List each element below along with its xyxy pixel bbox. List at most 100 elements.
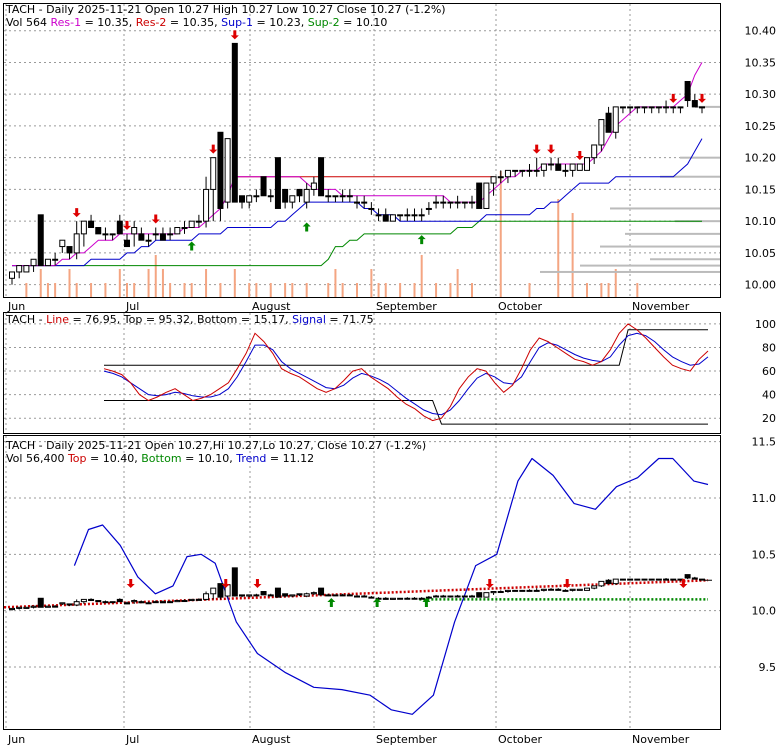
candle-body [497,176,504,179]
sell-arrow [547,144,556,154]
volume-bar [435,283,438,297]
volume-bar [75,283,78,297]
oscillator-panel: 100 80 60 40 20 TACH - Line = 76.95, Top = 9… [3,312,776,434]
candle-body [454,201,461,204]
trend-candle-body [655,578,662,581]
trend-header-line2-part-5: Trend [235,452,266,465]
candle-body [404,214,411,217]
top-dotted-line [3,578,709,609]
price-header-line2-part-3: Res-2 [136,16,167,29]
volume-bar [233,269,236,297]
candle-body [504,169,511,178]
price-header-line2: Vol 564 Res-1 = 10.35, Res-2 = 10.35, Su… [6,16,387,29]
sell-arrow [669,93,678,103]
candle-body [217,131,224,209]
candle-body [145,239,152,242]
candle-body [102,233,109,236]
oscillator-header-part-8: = 71.75 [326,313,374,326]
trend-candle-body [188,598,195,602]
trend-candle-body [469,595,475,598]
trend-candle-body [231,567,238,597]
trend-gridlines [4,436,720,729]
trend-candle-body [124,602,130,605]
candle-body [181,227,188,230]
sell-arrow [72,208,81,218]
candle-body [195,220,202,223]
trend-candle-body [332,594,339,597]
volume-bar [600,283,603,297]
volume-bar [133,283,136,297]
trend-tick-label: 11.0 [752,492,777,505]
candle-body [310,182,317,190]
trend-candle-body [368,596,375,599]
volume-at-price-bar [695,105,720,108]
trend-candle-body [167,601,174,604]
trend-candle-body [145,602,152,605]
trend-signal-arrows [126,579,688,607]
candle-body [677,106,684,109]
candle-body [519,169,526,172]
oscillator-tick-label: 20 [762,412,776,425]
volume-bar [255,283,258,297]
volume-bar [377,283,380,297]
candle-body [634,106,641,109]
candle-body [210,157,217,190]
volume-bar [190,283,193,297]
trend-candle-body [152,601,159,604]
candle-body [224,138,231,203]
volume-bar [118,269,121,297]
volume-bar [528,283,531,297]
trend-candle-body [159,601,166,604]
candle-body [95,227,102,235]
buy-arrow [187,241,196,251]
volume-at-price-bar [540,270,720,273]
volume-bar [557,199,560,297]
trend-candle-body [361,595,368,598]
candle-body [526,169,533,172]
candle-body [325,195,332,198]
price-header-line2-part-0: Vol 564 [6,16,50,29]
trend-candle-body [404,597,411,600]
trend-candle-body [684,574,691,579]
candle-body [548,163,555,166]
trend-candle-body [102,601,109,604]
month-label: September [376,733,437,745]
volume-bar [205,269,208,297]
candle-body [346,195,353,198]
month-label: September [376,300,437,313]
trend-header-line2: Vol 56,400 Top = 10.40, Bottom = 10.10, … [6,452,314,465]
candle-body [80,220,87,235]
candle-body [569,163,576,171]
trend-candle-body [519,589,526,592]
trend-sell-arrow [126,579,135,588]
trend-candle-body [30,605,37,608]
candle-body [138,233,145,241]
volume-bar [54,283,57,297]
price-header-line2-part-1: Res-1 [50,16,81,29]
trend-panel: 11.5 11.0 10.5 10.0 9.5 Jun Jul August Septembe… [3,435,777,745]
candle-body [282,188,289,203]
volume-at-price-bar [650,258,720,261]
trend-candle-body [490,591,497,594]
oscillator-header-part-5: Bottom [197,313,237,326]
candle-body [253,195,260,198]
trend-sell-arrow [563,579,572,588]
trend-candle-body [339,594,346,597]
oscillator-tick-label: 80 [762,341,776,354]
trend-candle-body [9,607,15,611]
trend-candle-body [670,578,677,581]
price-tick-label: 10.35 [745,56,777,69]
candle-body [318,157,325,197]
volume-bar [219,283,222,297]
trend-candle-body [310,592,317,595]
price-tick-label: 10.15 [745,183,777,196]
price-header-line2-part-8: = 10.10 [340,16,388,29]
trend-candle-body [203,593,210,600]
candle-body [490,176,497,184]
volume-bar [341,283,344,297]
oscillator-header-part-1: Line [46,313,69,326]
trend-candle-body [267,594,274,597]
trend-sell-arrow [253,579,262,588]
candle-body [109,233,116,236]
volume-at-price-bar [660,175,720,178]
